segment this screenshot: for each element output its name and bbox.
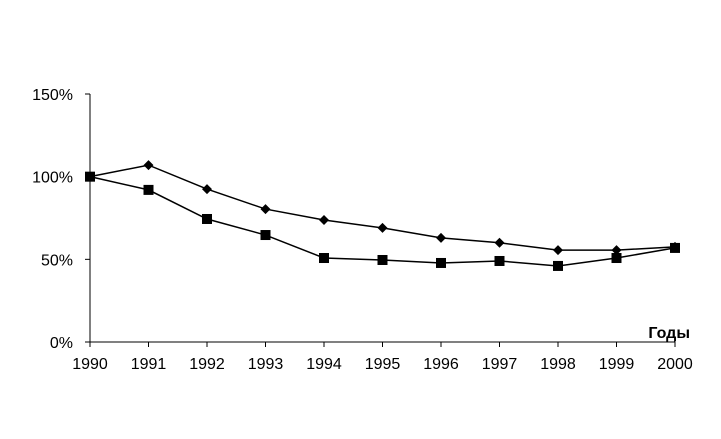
- data-point: [670, 242, 680, 253]
- data-point: [377, 254, 388, 265]
- y-tick-label: 0%: [50, 335, 73, 352]
- x-tick-label: 1999: [599, 356, 635, 373]
- x-tick-label: 1998: [540, 356, 576, 373]
- data-point: [85, 171, 95, 182]
- y-tick-label: 100%: [32, 170, 73, 187]
- data-point: [143, 160, 154, 171]
- x-axis-title: Годы: [648, 325, 690, 342]
- x-tick-label: 1996: [423, 356, 459, 373]
- series-line: [89, 164, 676, 251]
- data-point: [611, 253, 622, 264]
- x-tick-label: 1994: [306, 356, 342, 373]
- data-point: [319, 253, 329, 264]
- data-point: [202, 184, 212, 195]
- x-tick-label: 1990: [72, 356, 108, 373]
- x-tick-label: 1992: [189, 356, 225, 373]
- x-tick-label: 1991: [131, 356, 167, 373]
- x-tick-label: 1995: [365, 356, 401, 373]
- y-tick-label: 150%: [32, 87, 73, 104]
- data-point: [494, 255, 505, 266]
- data-point: [494, 237, 505, 248]
- x-tick-label: 2000: [657, 356, 693, 373]
- series-line: [89, 175, 676, 267]
- data-point: [436, 232, 446, 243]
- data-point: [436, 257, 446, 268]
- x-tick-label: 1993: [248, 356, 284, 373]
- data-point: [202, 213, 212, 224]
- data-point: [143, 184, 154, 195]
- y-tick-label: 50%: [41, 252, 73, 269]
- data-point: [611, 245, 622, 256]
- data-point: [260, 230, 271, 241]
- data-point: [319, 214, 329, 225]
- data-point: [260, 204, 271, 215]
- data-point: [553, 245, 563, 256]
- data-point: [553, 260, 563, 271]
- x-tick-label: 1997: [482, 356, 518, 373]
- data-point: [377, 222, 388, 233]
